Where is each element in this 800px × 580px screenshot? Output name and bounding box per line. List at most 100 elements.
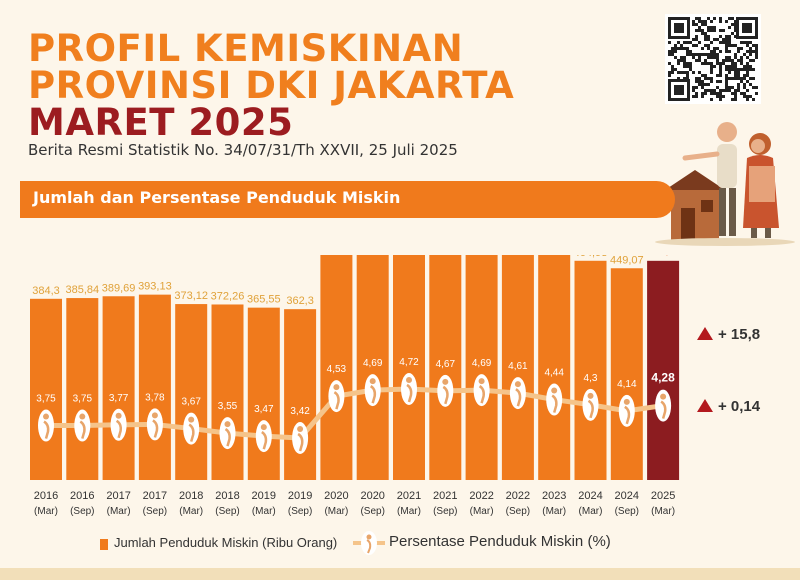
elderly-person-icon xyxy=(442,385,449,405)
elderly-person-icon xyxy=(224,421,231,428)
x-tick-period: (Sep) xyxy=(433,506,457,517)
elderly-person-icon xyxy=(587,392,594,399)
line-point xyxy=(74,409,91,442)
x-tick-period: (Mar) xyxy=(470,506,494,517)
percentage-label: 4,69 xyxy=(363,358,383,369)
x-tick-year: 2019 xyxy=(252,490,276,502)
elderly-person-icon xyxy=(515,388,522,407)
line-point xyxy=(364,374,381,407)
bar xyxy=(429,255,462,480)
section-banner-label: Jumlah dan Persentase Penduduk Miskin xyxy=(33,188,401,207)
line-point xyxy=(219,417,236,450)
bar xyxy=(66,298,99,480)
elderly-person-icon xyxy=(188,423,195,442)
elderly-person-icon xyxy=(660,400,667,419)
elderly-person-icon xyxy=(297,432,304,452)
bar xyxy=(175,304,208,480)
title-line-3: MARET 2025 xyxy=(28,101,294,144)
x-tick-period: (Sep) xyxy=(143,506,167,517)
x-tick-period: (Mar) xyxy=(34,506,58,517)
elderly-person-icon xyxy=(369,385,377,404)
bar-value-label: 449,07 xyxy=(610,255,644,266)
percentage-label: 4,3 xyxy=(584,373,598,384)
bar-value-label: 385,84 xyxy=(65,284,99,296)
bar xyxy=(138,294,171,480)
x-tick-period: (Sep) xyxy=(215,506,239,517)
x-tick-period: (Sep) xyxy=(615,506,639,517)
x-tick-year: 2017 xyxy=(106,490,130,502)
line-point xyxy=(328,380,345,413)
x-tick-year: 2021 xyxy=(433,490,457,502)
elderly-person-icon xyxy=(587,399,594,419)
elderly-person-icon xyxy=(551,387,558,394)
elderly-person-icon xyxy=(333,391,340,410)
x-tick-year: 2020 xyxy=(360,490,384,502)
subtitle: Berita Resmi Statistik No. 34/07/31/Th X… xyxy=(28,141,458,159)
bottom-strip xyxy=(0,568,800,580)
percentage-label: 3,55 xyxy=(218,401,238,412)
percentage-label: 4,69 xyxy=(472,358,492,369)
line-point xyxy=(618,394,635,427)
legend-line-swatch-icon xyxy=(353,531,385,555)
qr-code-icon xyxy=(665,14,761,104)
x-tick-year: 2016 xyxy=(70,490,94,502)
elderly-person-icon xyxy=(297,426,304,432)
elderly-person-icon xyxy=(261,431,268,450)
elderly-person-icon xyxy=(551,394,558,413)
x-tick-year: 2020 xyxy=(324,490,348,502)
percent-change-label: + 0,14 xyxy=(718,398,761,415)
elderly-person-icon xyxy=(260,424,267,431)
bar xyxy=(211,304,244,480)
elderly-person-icon xyxy=(43,420,50,439)
bar xyxy=(30,298,62,480)
title-line-1: PROFIL KEMISKINAN xyxy=(28,27,464,70)
elderly-person-icon xyxy=(478,385,486,404)
percentage-label: 3,77 xyxy=(109,393,129,404)
percentage-label: 3,75 xyxy=(36,394,56,405)
percentage-label: 4,28 xyxy=(651,371,675,385)
x-tick-year: 2021 xyxy=(397,490,421,502)
count-change-label: + 15,8 xyxy=(718,326,761,343)
percentage-line xyxy=(46,386,664,441)
bar-value-label: 389,69 xyxy=(102,282,136,294)
x-tick-period: (Mar) xyxy=(179,506,203,517)
bar xyxy=(247,307,280,480)
percentage-label: 4,67 xyxy=(436,359,456,370)
elderly-person-icon xyxy=(514,381,521,388)
bar-value-label: 373,12 xyxy=(174,290,208,302)
bar xyxy=(356,255,389,480)
elderly-person-icon xyxy=(406,383,413,403)
elderly-person-icon xyxy=(152,419,159,438)
line-point xyxy=(655,389,672,422)
bar xyxy=(501,255,534,480)
x-tick-period: (Sep) xyxy=(360,506,384,517)
x-tick-period: (Mar) xyxy=(651,506,675,517)
line-point xyxy=(401,372,417,405)
elderly-person-icon xyxy=(478,378,485,385)
percentage-label: 3,78 xyxy=(145,392,165,403)
x-tick-period: (Mar) xyxy=(542,506,566,517)
x-tick-year: 2022 xyxy=(506,490,530,502)
elderly-person-icon xyxy=(43,413,49,420)
percentage-label: 3,42 xyxy=(290,406,310,417)
elderly-person-icon xyxy=(115,412,122,419)
bar xyxy=(284,309,317,480)
line-point xyxy=(546,383,563,416)
legend-bar-swatch xyxy=(100,539,108,550)
bar xyxy=(320,255,353,480)
elderly-person-icon xyxy=(151,412,158,419)
bar-value-label: 362,3 xyxy=(286,295,314,307)
elderly-person-icon xyxy=(224,428,231,447)
line-point xyxy=(509,377,526,410)
elderly-person-icon xyxy=(115,419,123,439)
x-tick-period: (Sep) xyxy=(288,506,312,517)
line-point xyxy=(582,388,599,421)
elderly-person-icon xyxy=(442,378,449,385)
title-line-2: PROVINSI DKI JAKARTA xyxy=(28,64,515,107)
legend-bar-label: Jumlah Penduduk Miskin (Ribu Orang) xyxy=(114,535,338,550)
x-tick-period: (Mar) xyxy=(324,506,348,517)
bar xyxy=(538,255,571,480)
x-tick-year: 2023 xyxy=(542,490,566,502)
x-tick-year: 2024 xyxy=(615,490,639,502)
percentage-label: 4,14 xyxy=(617,379,637,390)
